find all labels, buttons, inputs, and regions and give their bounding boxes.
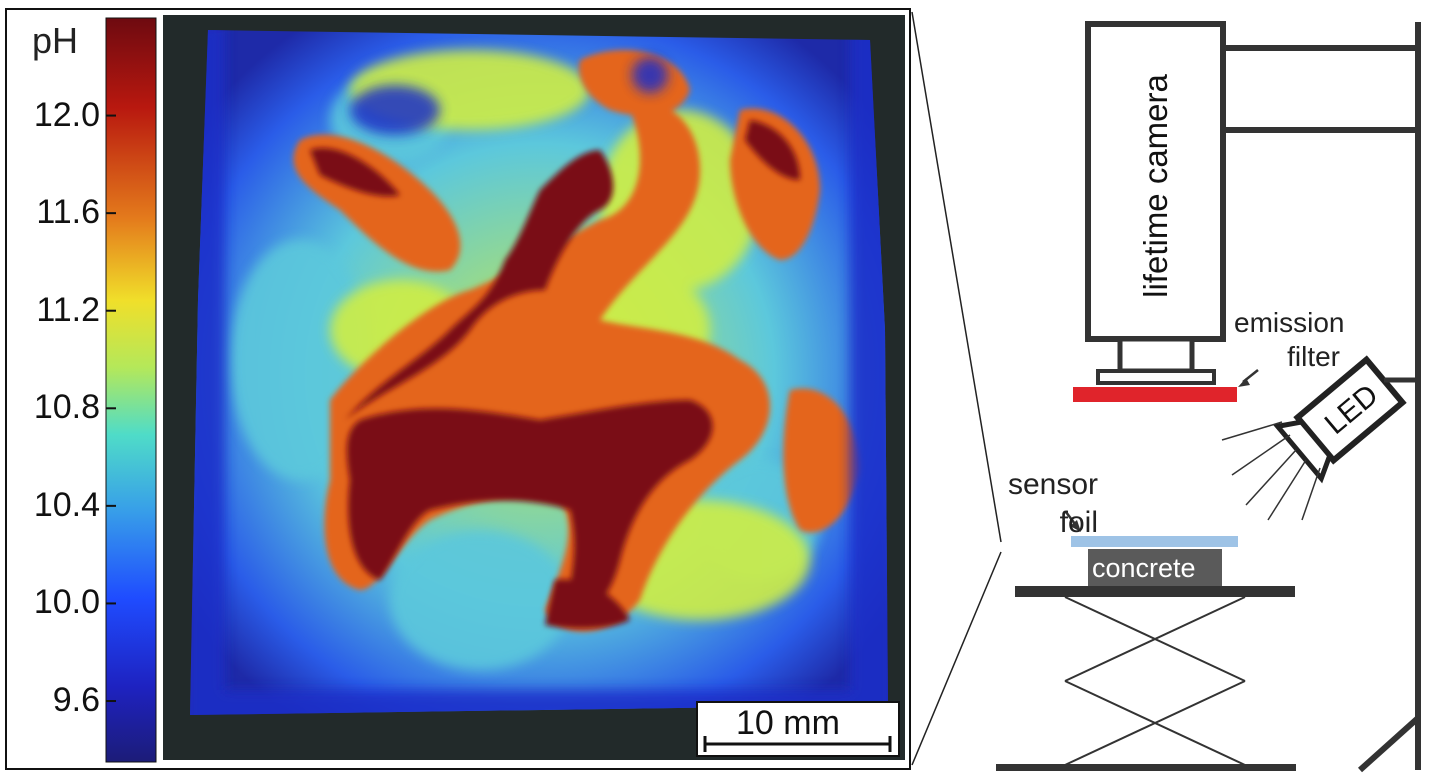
camera-lens-base	[1096, 369, 1216, 385]
zoom-line-bottom	[911, 551, 1002, 766]
sample-stage-base	[996, 764, 1296, 771]
lifetime-camera-body	[1085, 21, 1226, 342]
colorbar-tick-label: 11.6	[36, 193, 100, 232]
led-light-rays	[1221, 421, 1321, 521]
colorbar-tick-label: 12.0	[33, 95, 100, 134]
ph-map	[190, 30, 888, 715]
colorbar-gradient	[105, 17, 157, 763]
colorbar-tick-label: 10.8	[33, 388, 100, 427]
colorbar-title: pH	[32, 20, 79, 61]
camera-lens-mount	[1117, 336, 1195, 374]
stand-base-brace	[1357, 715, 1421, 773]
sensor-foil-label: sensor foil	[1007, 468, 1098, 539]
colorbar-tick-label: 9.6	[52, 681, 100, 720]
emission-filter	[1073, 387, 1237, 402]
colorbar-tick-label: 11.2	[36, 290, 100, 329]
concrete-label: concrete	[1092, 553, 1196, 583]
concrete-sample	[1088, 549, 1222, 586]
emission-filter-label: emission filter	[1234, 307, 1345, 372]
scale-bar	[696, 701, 900, 757]
foil-arrow-head	[1070, 520, 1081, 532]
foil-arrow	[1065, 511, 1076, 525]
scissor-lift	[1064, 596, 1246, 766]
scale-bar-label: 10 mm	[736, 704, 840, 742]
setup-schematic	[996, 21, 1421, 773]
filter-arrow-head	[1238, 378, 1250, 387]
colorbar	[105, 17, 157, 763]
colorbar-tick-label: 10.4	[33, 485, 100, 524]
camera-label: lifetime camera	[1137, 74, 1174, 298]
scale-bar-box	[696, 701, 900, 757]
sample-stage-top	[1015, 586, 1295, 597]
zoom-line-top	[911, 11, 1002, 543]
sensor-foil	[1071, 536, 1238, 547]
colorbar-tick-label: 10.0	[33, 583, 100, 622]
